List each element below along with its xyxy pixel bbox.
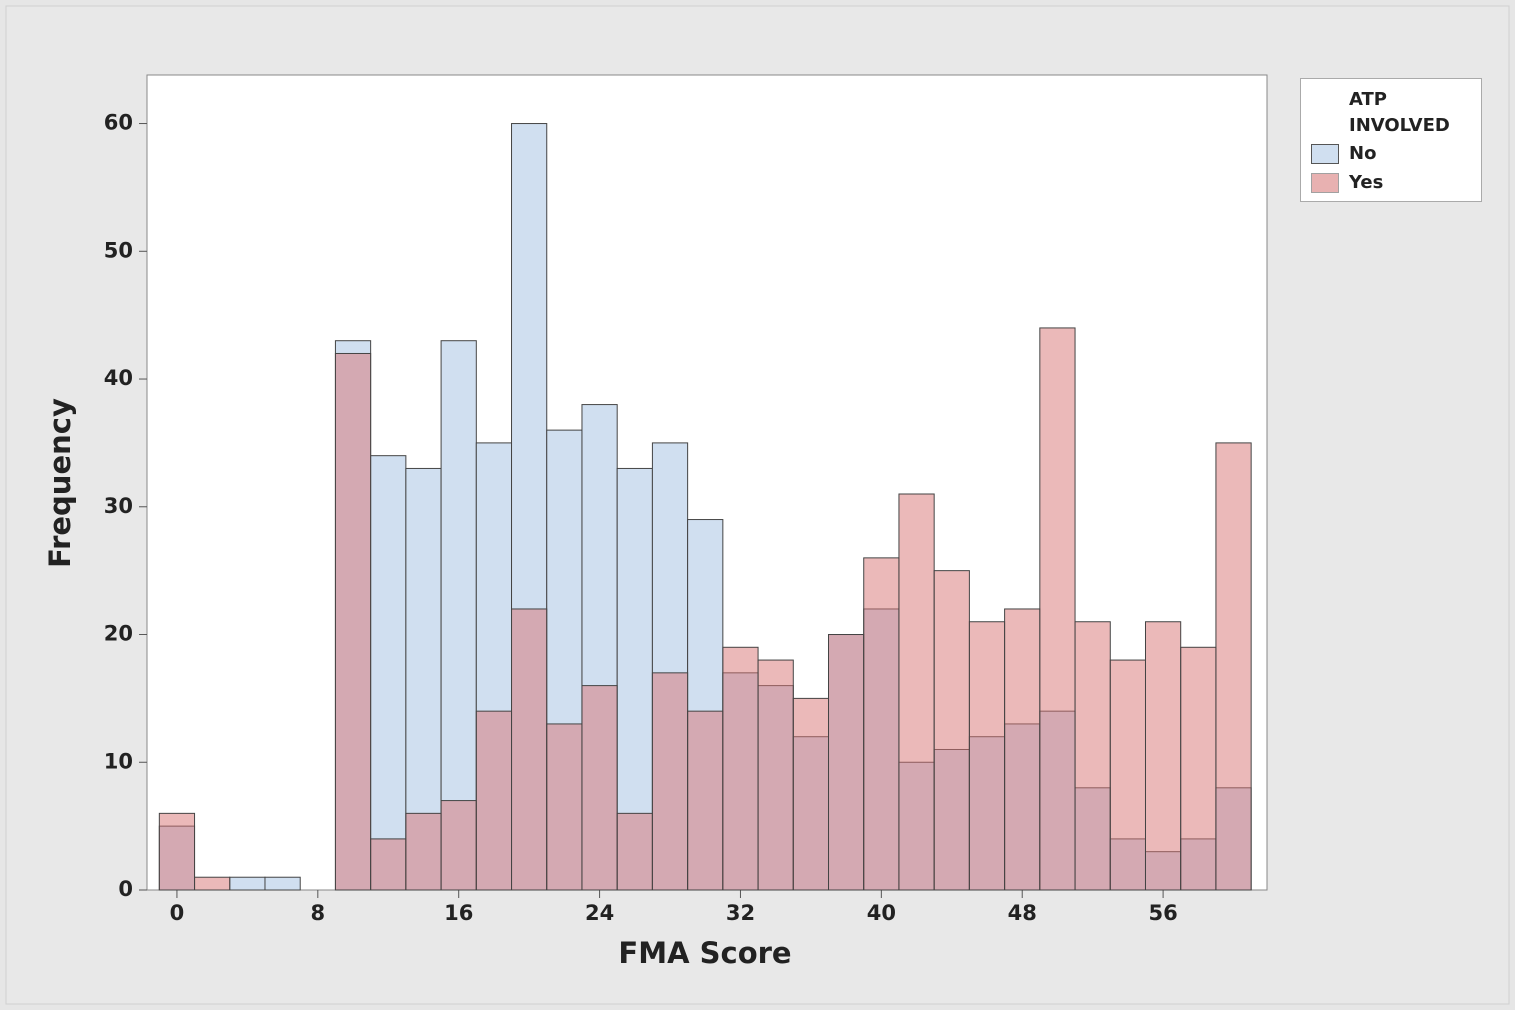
bar — [1180, 646, 1217, 891]
legend-label: Yes — [1349, 172, 1384, 193]
x-tick-label: 8 — [311, 901, 326, 925]
bar — [370, 455, 407, 891]
bar — [405, 812, 442, 891]
bar — [1074, 621, 1111, 891]
bar — [229, 876, 266, 891]
bar — [334, 352, 372, 891]
x-tick-label: 0 — [170, 901, 185, 925]
y-tick-label: 20 — [104, 622, 133, 646]
bar — [933, 570, 970, 891]
bar — [898, 493, 935, 891]
legend-swatch — [1311, 143, 1339, 164]
y-tick-label: 0 — [118, 877, 133, 901]
bar — [158, 812, 196, 891]
y-tick-label: 40 — [104, 366, 133, 390]
x-tick-label: 24 — [585, 901, 614, 925]
bar — [1004, 608, 1041, 891]
bar — [722, 646, 759, 891]
bar — [440, 340, 477, 891]
bar — [475, 710, 513, 891]
y-axis-label: Frequency — [43, 398, 77, 568]
bar — [616, 812, 653, 891]
bar — [651, 672, 689, 891]
bar — [440, 800, 477, 891]
legend-title: ATP INVOLVED — [1349, 89, 1450, 136]
bar — [370, 838, 407, 891]
bar — [1215, 442, 1252, 891]
bar — [1109, 659, 1146, 891]
bar — [264, 876, 301, 891]
bar — [968, 621, 1006, 891]
y-tick-label: 50 — [104, 238, 133, 262]
bar — [687, 710, 724, 891]
bar — [1039, 327, 1076, 891]
bar — [581, 685, 618, 891]
legend-item: Yes — [1311, 172, 1383, 193]
bar — [792, 697, 830, 891]
y-tick-label: 30 — [104, 494, 133, 518]
bar — [1144, 621, 1182, 891]
x-tick-label: 56 — [1148, 901, 1177, 925]
x-tick-label: 48 — [1008, 901, 1037, 925]
bar — [828, 634, 865, 891]
y-tick-label: 10 — [104, 749, 133, 773]
legend-label: No — [1349, 143, 1377, 164]
legend-item: No — [1311, 143, 1376, 164]
bar — [546, 723, 583, 891]
bar — [511, 608, 548, 891]
bar — [757, 659, 794, 891]
legend: ATP INVOLVED No Yes — [1300, 78, 1482, 202]
x-axis-label: FMA Score — [618, 936, 791, 970]
x-tick-label: 32 — [726, 901, 755, 925]
x-tick-label: 16 — [444, 901, 473, 925]
y-tick-label: 60 — [104, 111, 133, 135]
bar — [194, 876, 231, 891]
legend-swatch — [1311, 172, 1339, 193]
bar — [863, 557, 900, 891]
x-tick-label: 40 — [867, 901, 896, 925]
